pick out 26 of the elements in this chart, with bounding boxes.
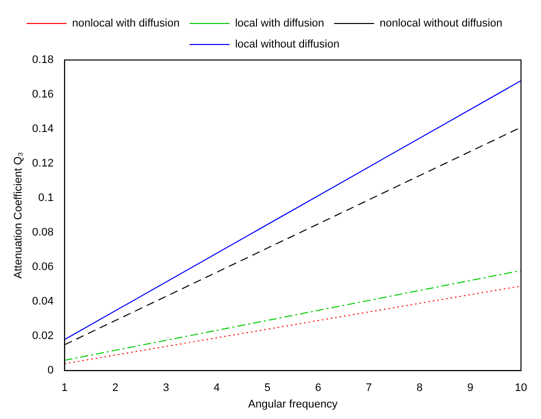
x-tick-label: 2: [112, 382, 118, 394]
x-tick-label: 6: [315, 382, 322, 394]
y-axis-title: Attenuation Coefficient Q₃: [12, 152, 25, 279]
y-tick-label: 0.18: [32, 54, 54, 66]
y-tick-label: 0.06: [32, 261, 54, 274]
x-tick-label: 3: [162, 382, 170, 394]
x-axis-title: Angular frequency: [248, 398, 338, 410]
y-tick-label: 0.04: [32, 296, 54, 308]
y-tick-label: 0.02: [32, 330, 54, 342]
x-tick-label: 5: [264, 382, 271, 394]
y-tick-label: 0.16: [32, 88, 54, 101]
x-tick-label: 9: [467, 382, 474, 394]
x-tick-label: 7: [366, 382, 372, 394]
x-tick-label: 8: [416, 382, 423, 394]
y-tick-label: 0.12: [32, 158, 54, 170]
y-tick-label: 0: [47, 364, 54, 377]
legend-label: nonlocal without diffusion: [380, 18, 502, 30]
legend-label: nonlocal with diffusion: [72, 18, 180, 30]
x-tick-label: 1: [62, 382, 68, 394]
y-tick-label: 0.1: [38, 192, 54, 204]
legend-label: local with diffusion: [235, 18, 324, 30]
x-tick-label: 10: [514, 382, 528, 394]
y-tick-label: 0.14: [32, 123, 54, 136]
y-tick-label: 0.08: [32, 226, 54, 239]
x-tick-label: 4: [214, 382, 220, 394]
legend-label: local without diffusion: [235, 38, 340, 51]
